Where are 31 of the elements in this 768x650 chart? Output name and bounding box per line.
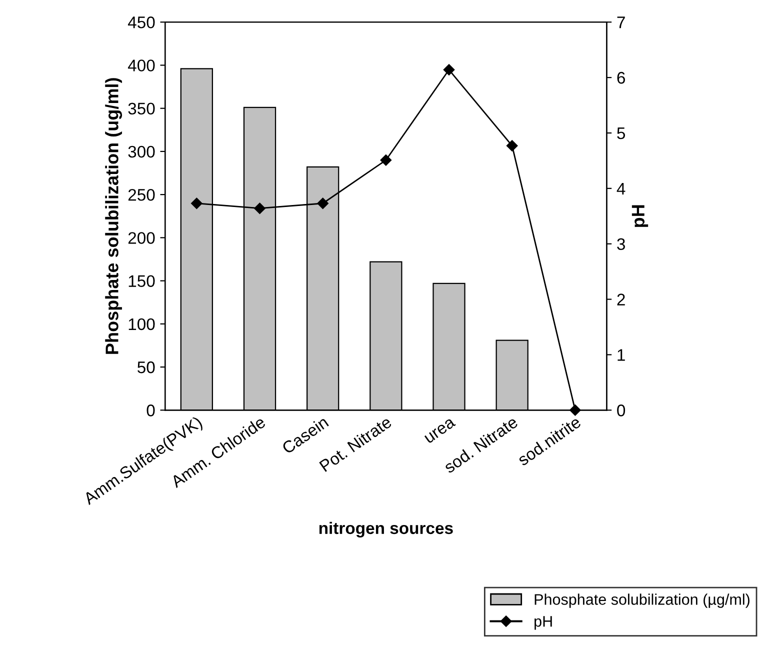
y2-axis-title: pH <box>632 205 648 227</box>
point <box>570 404 581 416</box>
point <box>317 198 328 209</box>
y2-tick-label: 3 <box>617 238 625 250</box>
y-tick-label: 450 <box>128 16 155 28</box>
y-tick-label: 50 <box>138 361 155 374</box>
y2-tick-label: 5 <box>617 128 626 140</box>
y-tick-label: 400 <box>128 60 155 72</box>
point <box>254 202 266 214</box>
point <box>506 140 518 152</box>
legend-label: Phosphate solubilization (µg/ml) <box>534 594 750 608</box>
y-tick-label: 200 <box>128 232 155 244</box>
y-tick-label: 250 <box>128 188 155 201</box>
y-axis-title: Phosphate solubilization (ug/ml) <box>105 78 122 354</box>
x-axis-title: nitrogen sources <box>319 522 453 538</box>
y2-tick-label: 7 <box>617 16 625 28</box>
y-tick-label: 150 <box>128 275 155 288</box>
y2-tick-label: 1 <box>618 349 625 361</box>
y-tick-label: 0 <box>146 404 155 416</box>
point <box>380 154 392 166</box>
y2-tick-label: 4 <box>616 182 626 194</box>
y-tick-label: 350 <box>128 102 155 115</box>
point <box>443 64 455 76</box>
y2-tick-label: 6 <box>617 72 625 84</box>
y-tick-label: 100 <box>128 318 155 330</box>
point <box>191 198 202 209</box>
y2-tick-label: 2 <box>617 294 625 306</box>
y-tick-label: 300 <box>128 146 155 158</box>
legend-label: pH <box>534 616 552 630</box>
y2-tick-label: 0 <box>617 404 626 416</box>
x-tick-label: urea <box>424 418 456 444</box>
